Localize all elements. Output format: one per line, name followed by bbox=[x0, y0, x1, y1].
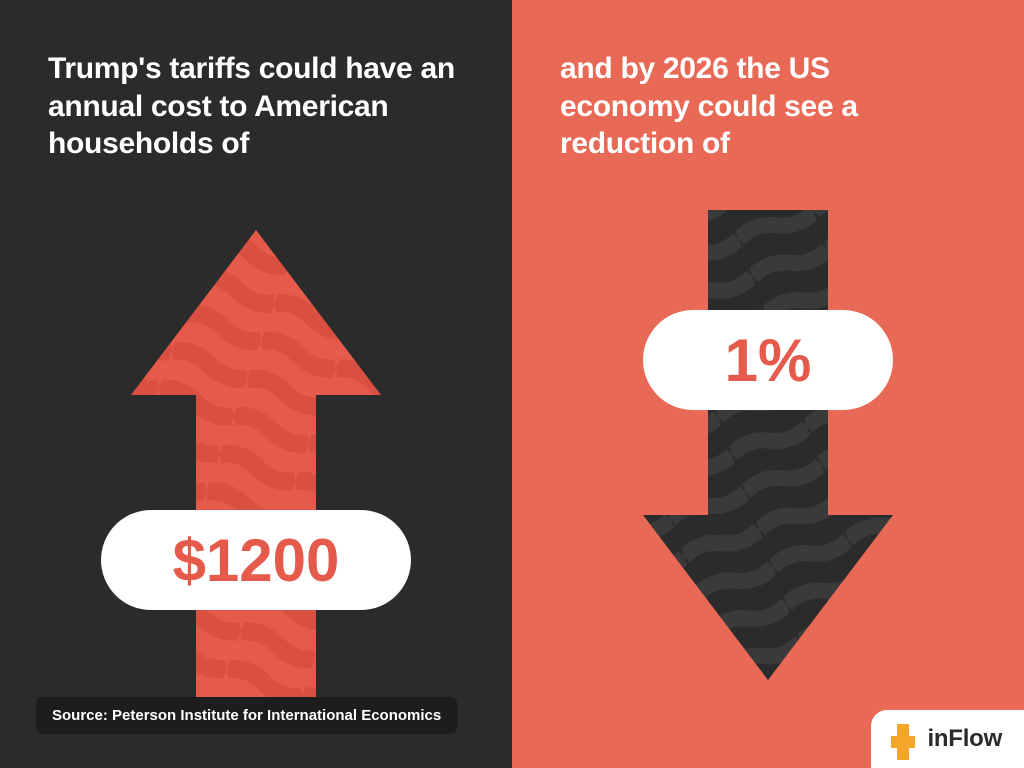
source-attribution: Source: Peterson Institute for Internati… bbox=[36, 697, 457, 734]
left-heading: Trump's tariffs could have an annual cos… bbox=[48, 50, 464, 163]
inflow-logo: inFlow bbox=[871, 710, 1024, 768]
inflow-logo-text: inFlow bbox=[927, 725, 1002, 753]
reduction-value: 1% bbox=[725, 326, 812, 395]
up-arrow-icon bbox=[131, 230, 381, 700]
reduction-badge: 1% bbox=[643, 310, 893, 410]
infographic-container: Trump's tariffs could have an annual cos… bbox=[0, 0, 1024, 768]
cost-badge: $1200 bbox=[101, 510, 411, 610]
left-panel: Trump's tariffs could have an annual cos… bbox=[0, 0, 512, 768]
cost-value: $1200 bbox=[173, 526, 340, 595]
right-panel: and by 2026 the US economy could see a r… bbox=[512, 0, 1024, 768]
down-arrow-icon bbox=[643, 210, 893, 680]
inflow-logo-mark-icon bbox=[891, 724, 921, 754]
right-heading: and by 2026 the US economy could see a r… bbox=[560, 50, 940, 163]
source-text: Source: Peterson Institute for Internati… bbox=[52, 707, 441, 724]
